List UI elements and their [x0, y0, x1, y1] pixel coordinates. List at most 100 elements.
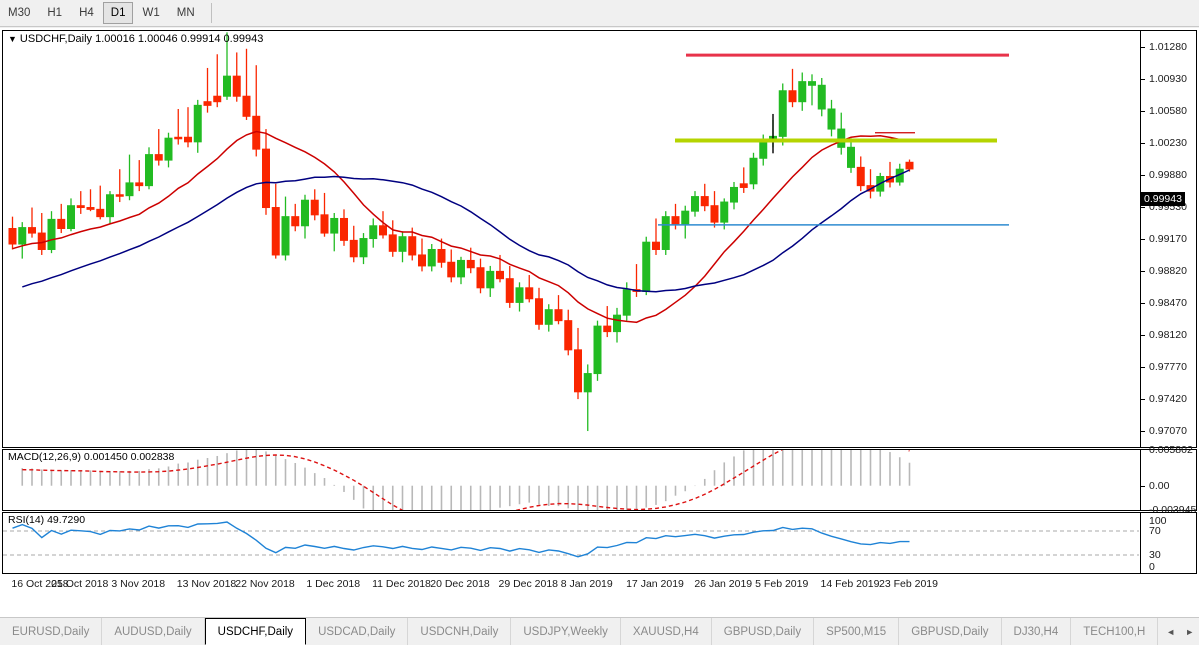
date-axis-label: 5 Feb 2019 [755, 578, 809, 590]
price-axis-label: 0.99170 [1149, 233, 1187, 246]
timeframe-label: MN [176, 7, 195, 19]
toolbar-divider [210, 3, 212, 23]
chart-tab-usdcnh-daily[interactable]: USDCNH,Daily [408, 618, 512, 645]
timeframe-label: H1 [47, 7, 63, 19]
timeframe-h4[interactable]: H4 [71, 2, 102, 24]
price-axis-label: 1.01280 [1149, 40, 1187, 53]
chart-tab-bar: EURUSD,Daily AUDUSD,Daily USDCHF,Daily USDC… [0, 617, 1199, 645]
price-plot[interactable] [3, 31, 1139, 447]
macd-axis-label: 0.00 [1149, 479, 1170, 492]
price-axis-tick [1141, 335, 1145, 337]
macd-axis-tick [1141, 485, 1145, 487]
price-axis-tick [1141, 46, 1145, 48]
date-axis-label: 22 Nov 2018 [235, 578, 295, 590]
macd-svg [21, 450, 911, 510]
timeframe-m30[interactable]: M30 [0, 2, 38, 24]
price-axis-tick [1141, 142, 1145, 144]
rsi-plot[interactable] [3, 513, 1139, 573]
price-axis-label: 0.99880 [1149, 168, 1187, 181]
price-axis-label: 0.97770 [1149, 361, 1187, 374]
tab-label: USDCAD,Daily [318, 625, 396, 638]
chart-tab-usdchf-daily[interactable]: USDCHF,Daily [204, 618, 307, 645]
chart-tab-gbpusd-daily[interactable]: GBPUSD,Daily [899, 618, 1002, 645]
rsi-header: RSI(14) 49.7290 [8, 514, 86, 526]
chart-tab-usdjpy-weekly[interactable]: USDJPY,Weekly [511, 618, 621, 645]
tab-label: EURUSD,Daily [12, 625, 90, 638]
price-axis-tick [1141, 367, 1145, 369]
date-axis-label: 1 Dec 2018 [306, 578, 361, 590]
timeframe-label: H4 [79, 7, 94, 19]
timeframe-d1[interactable]: D1 [102, 2, 134, 24]
tab-label: SP500,M15 [826, 625, 887, 638]
price-axis-label: 0.97070 [1149, 425, 1187, 438]
price-axis-label: 0.98470 [1149, 297, 1187, 310]
rsi-axis-label: 30 [1149, 549, 1161, 561]
date-axis-label: 20 Dec 2018 [430, 578, 490, 590]
timeframe-mn[interactable]: MN [169, 2, 203, 24]
date-x-axis[interactable]: 16 Oct 2018 25 Oct 2018 3 Nov 2018 13 Nov 2… [2, 575, 1197, 595]
chart-tab-xauusd-h4[interactable]: XAUUSD,H4 [620, 618, 712, 645]
macd-panel[interactable]: MACD(12,26,9) 0.001450 0.002838 0.005802… [2, 444, 1197, 516]
tab-label: AUDUSD,Daily [114, 625, 192, 638]
chart-tab-sp500-m15[interactable]: SP500,M15 [814, 618, 900, 645]
timeframe-w1[interactable]: W1 [134, 2, 167, 24]
timeframe-toolbar: M30 H1 H4 D1 W1 MN [0, 0, 1199, 27]
date-axis-label: 16 Oct 2018 [11, 578, 69, 590]
rsi-axis-label: 70 [1149, 525, 1161, 537]
date-axis-label: 29 Dec 2018 [498, 578, 559, 590]
price-axis-label: 1.00580 [1149, 104, 1187, 117]
price-axis-tick [1141, 239, 1145, 241]
rsi-axis-label: 100 [1149, 515, 1167, 527]
tab-label: USDCHF,Daily [217, 625, 294, 638]
tab-label: GBPUSD,Daily [723, 625, 802, 638]
price-axis-tick [1141, 431, 1145, 433]
price-y-axis[interactable]: 1.01280 1.00930 1.00580 1.00230 0.99880 0.995… [1140, 31, 1196, 447]
price-axis-label: 0.98820 [1149, 265, 1187, 278]
macd-axis-label: 0.005802 [1149, 444, 1193, 456]
rsi-svg [3, 521, 1139, 558]
price-axis-tick [1141, 271, 1145, 273]
chart-tab-dj30-h4[interactable]: DJ30,H4 [1001, 618, 1072, 645]
collapse-icon[interactable]: ▼ [8, 34, 17, 44]
price-axis-label: 1.00230 [1149, 136, 1187, 149]
price-panel-header: ▼ USDCHF,Daily 1.00016 1.00046 0.99914 0.… [8, 33, 263, 45]
price-axis-label: 1.00930 [1149, 72, 1187, 85]
candlestick-svg [8, 32, 1009, 432]
tab-label: DJ30,H4 [1013, 625, 1059, 638]
timeframe-label: D1 [110, 7, 126, 19]
macd-y-axis[interactable]: 0.005802 0.00 -0.003945 [1140, 444, 1196, 516]
scroll-left-icon[interactable]: ◄ [1166, 626, 1176, 637]
date-axis-label: 17 Jan 2019 [626, 578, 684, 590]
chart-tab-audusd-daily[interactable]: AUDUSD,Daily [102, 618, 205, 645]
date-axis-label: 25 Oct 2018 [51, 578, 109, 590]
date-axis-label: 13 Nov 2018 [176, 578, 237, 590]
timeframe-label: M30 [8, 7, 31, 19]
date-axis-label: 26 Jan 2019 [694, 578, 753, 590]
symbol-ohlc-label: USDCHF,Daily 1.00016 1.00046 0.99914 0.9… [19, 33, 264, 45]
date-axis-label: 11 Dec 2018 [372, 578, 431, 590]
price-axis-tick [1141, 78, 1145, 80]
rsi-y-axis[interactable]: 100 70 30 0 [1140, 513, 1196, 573]
price-axis-label: 0.97420 [1149, 393, 1187, 406]
price-panel[interactable]: ▼ USDCHF,Daily 1.00016 1.00046 0.99914 0.… [2, 30, 1197, 448]
price-axis-tick [1141, 399, 1145, 401]
tab-label: USDCNH,Daily [420, 625, 499, 638]
date-axis-label: 23 Feb 2019 [879, 578, 938, 590]
date-axis-label: 8 Jan 2019 [560, 578, 613, 590]
chart-tab-tech100-h[interactable]: TECH100,H [1071, 618, 1159, 645]
macd-plot[interactable] [3, 450, 1139, 510]
chart-tab-usdcad-daily[interactable]: USDCAD,Daily [306, 618, 409, 645]
price-axis-tick [1141, 206, 1145, 208]
rsi-panel[interactable]: RSI(14) 49.7290 100 70 30 0 [2, 512, 1197, 574]
tab-scroll-controls: ◄ ► [1158, 618, 1199, 645]
timeframe-h1[interactable]: H1 [39, 2, 70, 24]
chart-area: ▼ USDCHF,Daily 1.00016 1.00046 0.99914 0.… [0, 28, 1199, 617]
price-axis-tick [1141, 303, 1145, 305]
chart-tab-eurusd-daily[interactable]: EURUSD,Daily [0, 618, 103, 645]
chart-tab-gbpusd-daily[interactable]: GBPUSD,Daily [711, 618, 815, 645]
date-axis-label: 14 Feb 2019 [820, 578, 880, 590]
scroll-right-icon[interactable]: ► [1185, 626, 1195, 637]
tab-label: TECH100,H [1083, 625, 1146, 638]
price-axis-tick [1141, 174, 1145, 176]
macd-header: MACD(12,26,9) 0.001450 0.002838 [8, 451, 175, 463]
